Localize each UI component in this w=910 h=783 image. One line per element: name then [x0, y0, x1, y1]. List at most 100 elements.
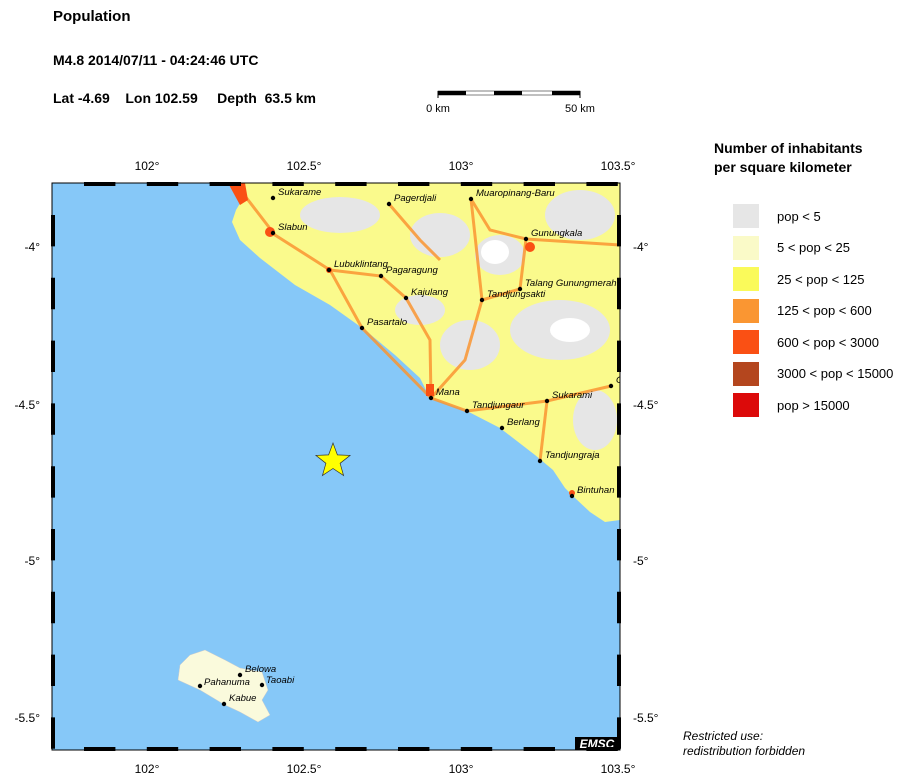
lat-tick-label: -5.5° [633, 711, 659, 725]
city-marker: Sukarami [544, 390, 593, 404]
city-dot [479, 297, 485, 303]
city-dot [523, 236, 529, 242]
legend-title-line1: Number of inhabitants [714, 140, 863, 156]
event-info: M4.8 2014/07/11 - 04:24:46 UTC [53, 52, 259, 68]
city-marker: Talang Gunungmerah [517, 278, 617, 292]
legend-item: 3000 < pop < 15000 [733, 361, 894, 386]
island [177, 649, 271, 723]
city-marker: Taoabi [259, 675, 295, 688]
city-label: Sukarame [278, 187, 321, 198]
legend-item: 600 < pop < 3000 [733, 330, 879, 354]
city-dot [403, 295, 409, 301]
city-label: Kajulang [411, 287, 449, 298]
city-dot [499, 425, 505, 431]
city-label: Muaropinang-Baru [476, 188, 555, 199]
city-label: Pagerdjali [394, 193, 437, 204]
legend-label: 125 < pop < 600 [777, 303, 872, 318]
scale-bar: 0 km 50 km [426, 90, 595, 115]
lat-tick-label: -4.5° [15, 398, 41, 412]
city-marker: Tandjungsakti [479, 289, 546, 303]
lon-tick-label: 103° [449, 762, 474, 776]
lon-tick-label: 102.5° [287, 159, 322, 173]
city-label: Belowa [245, 664, 276, 675]
city-label: Sukarami [552, 390, 593, 401]
city-label: Tandjungaur [472, 400, 525, 411]
legend-label: pop > 15000 [777, 397, 850, 413]
usage-note-line1: Restricted use: [683, 729, 764, 743]
city-marker: Pahanuma [197, 677, 250, 689]
city-label: Pagaragung [386, 265, 438, 276]
legend-label: 3000 < pop < 15000 [777, 366, 894, 381]
legend-item: 5 < pop < 25 [733, 235, 851, 260]
city-marker: Gunungkala [523, 228, 582, 242]
city-marker: Kajulang [403, 287, 449, 301]
city-marker: Mana [428, 387, 460, 401]
city-label: Slabun [278, 222, 308, 233]
city-marker: Pasartalo [359, 317, 407, 331]
legend-item: pop < 5 [733, 204, 821, 228]
city-label: Pasartalo [367, 317, 407, 328]
legend-item: pop > 15000 [733, 393, 850, 417]
city-marker: Belowa [237, 664, 276, 678]
map-area[interactable]: Sukarame Pagerdjali Muaropinang-Baru Slabun… [52, 183, 623, 751]
scale-start-label: 0 km [426, 103, 450, 115]
dense-areas [228, 183, 575, 496]
city-label: Pahanuma [204, 677, 250, 688]
emsc-logo [575, 737, 620, 750]
city-marker: Sukarame [270, 187, 321, 201]
city-dot [378, 273, 384, 279]
city-label: Gunungkala [531, 228, 582, 239]
city-dot [359, 325, 365, 331]
city-label: Mana [436, 387, 460, 398]
city-marker: Lubuklintang [326, 259, 389, 273]
city-label: Talang Gunungmerah [525, 278, 617, 289]
city-marker: Kabue [221, 693, 256, 707]
legend-title-line2: per square kilometer [714, 159, 852, 175]
city-dot [221, 701, 227, 707]
city-marker: Pagaragung [378, 265, 438, 279]
lat-tick-label: -4° [25, 240, 41, 254]
city-dot [386, 201, 392, 207]
usage-note: Restricted use: redistribution forbidden [683, 729, 805, 759]
frame-ticks [51, 182, 621, 751]
legend-swatch [733, 267, 759, 291]
city-dot [326, 267, 332, 273]
city-label: Taoabi [266, 675, 295, 686]
city-label: Tandjungraja [545, 450, 600, 461]
city-label: Lubuklintang [334, 259, 389, 270]
legend-item: 25 < pop < 125 [733, 267, 864, 291]
low-density-areas [300, 190, 617, 450]
legend-label: 5 < pop < 25 [777, 240, 851, 255]
epicenter-star-icon[interactable] [314, 441, 352, 477]
city-label: Kabue [229, 693, 256, 704]
city-dot [544, 398, 550, 404]
lon-tick-label: 102° [135, 762, 160, 776]
city-label: Bintuhan [577, 485, 615, 496]
city-dot [569, 493, 575, 499]
city-marker: Tandjungraja [537, 450, 600, 464]
city-dot [270, 230, 276, 236]
emsc-logo-text: EMSC [580, 737, 615, 751]
lat-tick-label: -4° [633, 240, 649, 254]
usage-note-line2: redistribution forbidden [683, 744, 806, 758]
legend-swatch [733, 235, 759, 260]
lon-tick-label: 102° [135, 159, 160, 173]
city-dot [270, 195, 276, 201]
lat-tick-label: -4.5° [633, 398, 659, 412]
city-label: Tandjungsakti [487, 289, 546, 300]
city-label: G [616, 375, 623, 386]
city-dot [237, 672, 243, 678]
lat-tick-label: -5.5° [15, 711, 41, 725]
legend-title: Number of inhabitants per square kilomet… [714, 139, 863, 177]
lat-tick-label: -5° [633, 554, 649, 568]
city-marker: Pagerdjali [386, 193, 437, 207]
city-dot [197, 683, 203, 689]
city-marker: Slabun [270, 222, 308, 236]
legend-item: 125 < pop < 600 [733, 298, 872, 323]
legend-label: 25 < pop < 125 [777, 271, 865, 287]
city-dot [428, 395, 434, 401]
legend-swatch [733, 393, 759, 417]
scale-end-label: 50 km [565, 103, 595, 115]
